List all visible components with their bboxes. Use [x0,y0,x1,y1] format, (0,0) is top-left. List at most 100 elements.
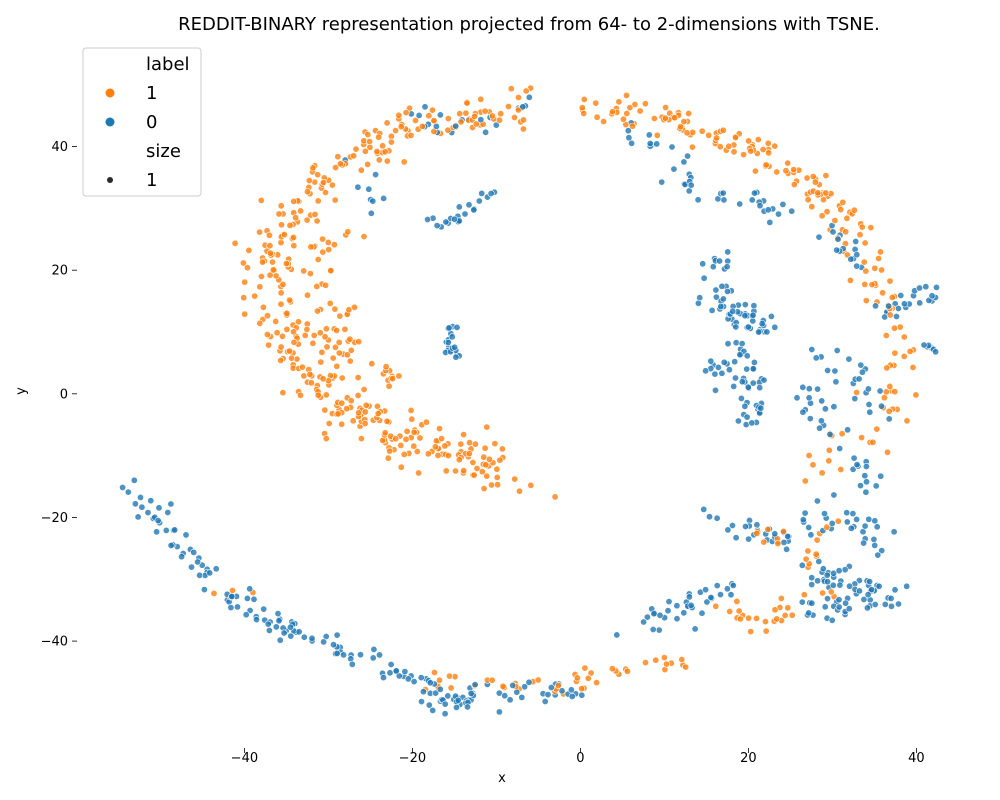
scatter-point-1 [428,106,436,114]
scatter-point-0 [749,311,757,319]
scatter-point-1 [478,468,486,476]
legend-size-marker [107,177,113,183]
scatter-point-1 [491,440,499,448]
scatter-point-0 [700,505,708,513]
scatter-point-0 [720,196,728,204]
scatter-point-1 [407,406,415,414]
scatter-point-1 [510,114,518,122]
scatter-point-1 [321,406,329,414]
scatter-point-1 [314,171,322,179]
scatter-point-1 [386,447,394,455]
scatter-point-0 [805,609,813,617]
scatter-point-0 [451,343,459,351]
scatter-point-1 [418,122,426,130]
scatter-point-0 [823,571,831,579]
scatter-point-1 [522,87,530,95]
scatter-point-0 [492,121,500,129]
scatter-point-1 [773,168,781,176]
scatter-point-1 [678,655,686,663]
legend: label 1 0 size 1 [82,47,202,197]
scatter-point-0 [853,515,861,523]
scatter-point-0 [280,629,288,637]
scatter-point-1 [515,487,523,495]
scatter-point-0 [243,594,251,602]
scatter-point-0 [525,678,533,686]
scatter-point-0 [454,696,462,704]
scatter-point-0 [653,140,661,148]
scatter-point-1 [740,151,748,159]
scatter-point-0 [870,535,878,543]
scatter-point-1 [831,217,839,225]
scatter-point-1 [413,447,421,455]
scatter-point-0 [815,233,823,241]
scatter-point-1 [314,197,322,205]
scatter-point-0 [866,408,874,416]
scatter-point-1 [473,464,481,472]
scatter-point-1 [303,291,311,299]
scatter-point-0 [453,323,461,331]
scatter-point-1 [289,328,297,336]
scatter-point-0 [748,419,756,427]
scatter-point-0 [461,210,469,218]
scatter-point-1 [809,461,817,469]
scatter-point-0 [723,287,731,295]
scatter-point-1 [631,101,639,109]
scatter-point-1 [402,109,410,117]
scatter-point-1 [730,148,738,156]
scatter-point-1 [430,117,438,125]
scatter-point-1 [343,351,351,359]
scatter-point-1 [338,420,346,428]
scatter-point-1 [580,95,588,103]
scatter-point-1 [360,385,368,393]
scatter-point-1 [321,333,329,341]
scatter-point-0 [441,710,449,718]
scatter-point-1 [460,467,468,475]
scatter-point-1 [482,461,490,469]
scatter-point-1 [273,329,281,337]
scatter-point-1 [395,111,403,119]
scatter-point-1 [355,338,363,346]
scatter-point-1 [277,289,285,297]
scatter-point-1 [804,196,812,204]
scatter-point-0 [826,430,834,438]
scatter-point-0 [147,497,155,505]
scatter-point-0 [732,339,740,347]
scatter-point-0 [819,565,827,573]
scatter-point-0 [863,604,871,612]
scatter-point-1 [838,430,846,438]
scatter-point-1 [636,107,644,115]
scatter-point-1 [662,660,670,668]
scatter-point-0 [724,340,732,348]
scatter-point-1 [306,270,314,278]
scatter-point-0 [847,255,855,263]
scatter-point-1 [266,271,274,279]
scatter-point-1 [885,407,893,415]
scatter-point-0 [167,541,175,549]
scatter-point-1 [210,589,218,597]
scatter-point-1 [294,318,302,326]
scatter-point-0 [846,582,854,590]
scatter-point-1 [514,94,522,102]
scatter-point-1 [653,131,661,139]
scatter-point-0 [718,369,726,377]
scatter-point-0 [741,312,749,320]
scatter-point-1 [465,450,473,458]
scatter-point-1 [875,255,883,263]
scatter-point-0 [806,415,814,423]
scatter-point-1 [422,418,430,426]
scatter-point-0 [445,324,453,332]
scatter-point-0 [743,365,751,373]
scatter-point-0 [801,509,809,517]
scatter-point-1 [292,214,300,222]
scatter-point-1 [879,289,887,297]
scatter-point-0 [830,491,838,499]
scatter-point-0 [760,376,768,384]
scatter-point-1 [781,611,789,619]
scatter-point-1 [504,103,512,111]
scatter-point-0 [856,482,864,490]
scatter-point-0 [300,633,308,641]
scatter-point-0 [833,246,841,254]
scatter-point-0 [816,424,824,432]
scatter-point-1 [488,481,496,489]
scatter-point-1 [671,114,679,122]
